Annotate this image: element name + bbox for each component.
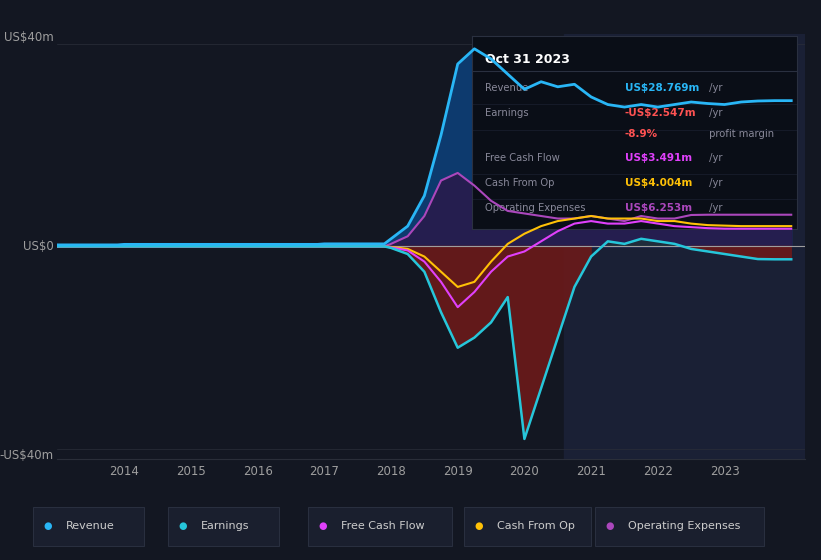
Text: ●: ● — [319, 521, 327, 531]
Text: -US$40m: -US$40m — [0, 449, 53, 462]
Text: ●: ● — [179, 521, 187, 531]
Text: Earnings: Earnings — [201, 521, 250, 531]
Text: Cash From Op: Cash From Op — [497, 521, 575, 531]
Text: Free Cash Flow: Free Cash Flow — [341, 521, 424, 531]
Text: ●: ● — [475, 521, 483, 531]
Text: US$0: US$0 — [23, 240, 53, 253]
Bar — [565, 34, 805, 459]
Text: Operating Expenses: Operating Expenses — [628, 521, 741, 531]
Text: ●: ● — [44, 521, 52, 531]
Text: ●: ● — [606, 521, 614, 531]
Text: Revenue: Revenue — [66, 521, 114, 531]
Text: US$40m: US$40m — [4, 31, 53, 44]
